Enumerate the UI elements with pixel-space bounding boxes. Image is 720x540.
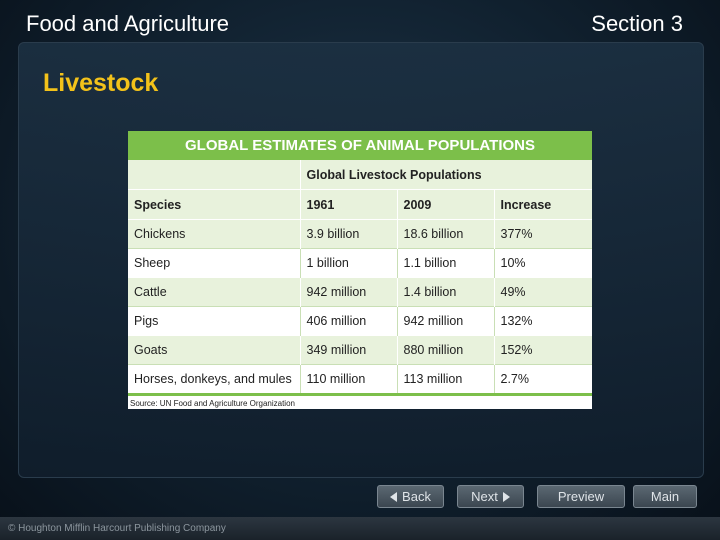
table-bottom-rule: [128, 393, 592, 396]
table-row: Chickens 3.9 billion 18.6 billion 377%: [128, 219, 593, 249]
slide-subtitle: Livestock: [43, 69, 159, 97]
preview-label: Preview: [557, 489, 605, 504]
footer-bar: [0, 517, 720, 540]
back-arrow-icon: [390, 491, 398, 502]
table-title: GLOBAL ESTIMATES OF ANIMAL POPULATIONS: [128, 131, 592, 160]
column-header-species: Species: [128, 189, 300, 220]
value-1961-cell: 349 million: [299, 335, 397, 365]
increase-cell: 49%: [493, 277, 593, 307]
value-2009-cell: 1.4 billion: [396, 277, 494, 307]
table-row: Sheep 1 billion 1.1 billion 10%: [128, 248, 593, 278]
source-note: Source: UN Food and Agriculture Organiza…: [130, 399, 295, 408]
back-button[interactable]: Back: [377, 485, 444, 508]
value-1961-cell: 406 million: [299, 306, 397, 336]
column-header-increase: Increase: [493, 189, 593, 220]
value-2009-cell: 113 million: [396, 364, 494, 393]
next-arrow-icon: [502, 491, 510, 502]
species-cell: Chickens: [128, 219, 300, 249]
column-header-1961: 1961: [299, 189, 397, 220]
value-2009-cell: 942 million: [396, 306, 494, 336]
value-1961-cell: 1 billion: [299, 248, 397, 278]
column-header-2009: 2009: [396, 189, 494, 220]
animal-populations-table: GLOBAL ESTIMATES OF ANIMAL POPULATIONS G…: [128, 131, 593, 409]
increase-cell: 2.7%: [493, 364, 593, 393]
value-1961-cell: 942 million: [299, 277, 397, 307]
species-cell: Sheep: [128, 248, 300, 278]
value-1961-cell: 3.9 billion: [299, 219, 397, 249]
table-row: Horses, donkeys, and mules 110 million 1…: [128, 364, 593, 393]
table-row: Cattle 942 million 1.4 billion 49%: [128, 277, 593, 307]
value-2009-cell: 18.6 billion: [396, 219, 494, 249]
column-header-row: Species 1961 2009 Increase: [128, 189, 593, 220]
species-cell: Horses, donkeys, and mules: [128, 364, 300, 393]
main-label: Main: [650, 489, 680, 504]
main-button[interactable]: Main: [633, 485, 697, 508]
value-2009-cell: 1.1 billion: [396, 248, 494, 278]
increase-cell: 152%: [493, 335, 593, 365]
populations-grid: Global Livestock Populations Species 196…: [128, 160, 593, 393]
next-label: Next: [471, 489, 498, 504]
table-row: Pigs 406 million 942 million 132%: [128, 306, 593, 336]
species-cell: Pigs: [128, 306, 300, 336]
value-1961-cell: 110 million: [299, 364, 397, 393]
table-row: Goats 349 million 880 million 152%: [128, 335, 593, 365]
group-header-spacer: [128, 160, 300, 190]
value-2009-cell: 880 million: [396, 335, 494, 365]
back-label: Back: [402, 489, 431, 504]
chapter-title: Food and Agriculture: [26, 11, 230, 36]
group-header: Global Livestock Populations: [299, 160, 593, 190]
group-header-row: Global Livestock Populations: [128, 160, 593, 190]
section-label: Section 3: [591, 11, 683, 36]
increase-cell: 132%: [493, 306, 593, 336]
copyright-text: © Houghton Mifflin Harcourt Publishing C…: [8, 523, 226, 534]
preview-button[interactable]: Preview: [537, 485, 625, 508]
species-cell: Cattle: [128, 277, 300, 307]
increase-cell: 10%: [493, 248, 593, 278]
species-cell: Goats: [128, 335, 300, 365]
next-button[interactable]: Next: [457, 485, 524, 508]
increase-cell: 377%: [493, 219, 593, 249]
